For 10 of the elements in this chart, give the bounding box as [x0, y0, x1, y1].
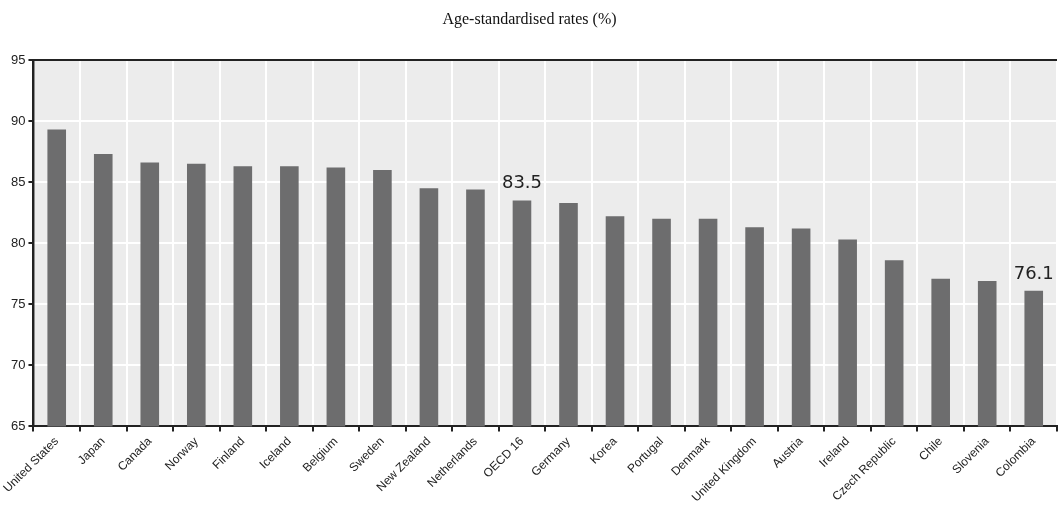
y-tick-label: 70: [10, 356, 26, 372]
data-label: 83.5: [501, 171, 543, 193]
y-tick-label: 85: [10, 173, 26, 189]
y-tick-label: 75: [10, 295, 26, 311]
y-tick-label: 95: [10, 51, 26, 67]
y-tick-label: 65: [10, 418, 26, 434]
chart-title: Age-standardised rates (%): [441, 10, 618, 28]
data-label: 76.1: [1013, 261, 1054, 283]
y-tick-label: 90: [10, 112, 26, 128]
y-tick-label: 80: [10, 234, 26, 250]
